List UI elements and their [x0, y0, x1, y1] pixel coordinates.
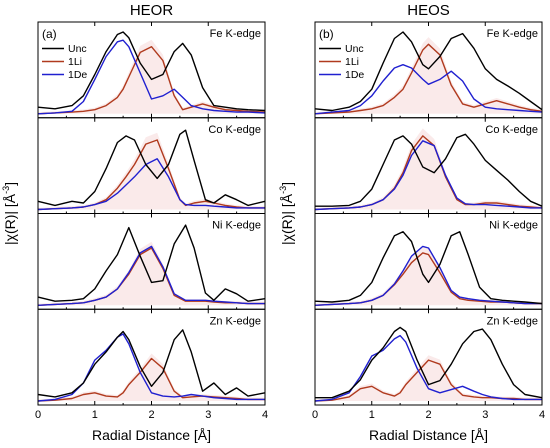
series-1de-line [37, 245, 265, 306]
y-axis-label-close: ] [279, 182, 295, 186]
legend-label: 1Li [68, 56, 82, 68]
y-axis-label: |χ(R)| [Å-3] [1, 182, 18, 245]
y-axis-label-sup: -3 [1, 186, 11, 194]
legend-label: 1De [345, 69, 364, 81]
series-1de-line [37, 333, 265, 402]
highlight-band [38, 353, 265, 401]
x-tick-label: 4 [539, 409, 545, 421]
y-axis-label-main: |χ(R)| [Å [279, 193, 295, 245]
series-unc-line [37, 329, 266, 398]
y-axis-label-main: |χ(R)| [Å [2, 193, 18, 245]
x-tick-label: 3 [205, 409, 211, 421]
series-1li-line [314, 43, 543, 115]
series-unc-line [315, 133, 543, 207]
edge-label: Zn K-edge [210, 315, 261, 327]
series-1de-line [314, 245, 542, 306]
legend-label: Unc [68, 43, 87, 55]
highlight-band [315, 37, 542, 114]
y-axis-label-close: ] [2, 182, 18, 186]
panel-label: (b) [319, 27, 334, 41]
chart-title: HEOS [407, 2, 450, 19]
series-1de-line [314, 334, 542, 402]
panel-label: (a) [42, 27, 57, 41]
highlight-band [315, 128, 542, 210]
series-unc-line [314, 231, 543, 305]
edge-label: Fe K-edge [487, 28, 538, 40]
highlight-band [315, 247, 542, 306]
legend-label: 1Li [345, 56, 359, 68]
edge-label: Ni K-edge [489, 220, 538, 232]
series-1de-line [37, 158, 265, 211]
series-unc-line [315, 326, 543, 399]
series-1de-line [314, 64, 543, 115]
highlight-band [38, 241, 265, 306]
edge-label: Co K-edge [208, 124, 261, 136]
highlight-band [315, 355, 542, 401]
highlight-band [38, 39, 265, 114]
subpanel-ni: Ni K-edge [37, 213, 266, 310]
x-tick-label: 4 [262, 409, 268, 421]
series-1de-line [314, 140, 542, 211]
subpanel-co: Co K-edge [37, 117, 266, 214]
x-tick-label: 2 [148, 409, 154, 421]
series-1li-line [37, 357, 265, 402]
x-tick-label: 1 [92, 409, 98, 421]
chart-title: HEOR [130, 2, 174, 19]
y-axis-label: |χ(R)| [Å-3] [278, 182, 295, 245]
x-axis-label: Radial Distance [Å] [369, 427, 488, 443]
series-unc-line [37, 129, 266, 207]
legend-label: Unc [345, 43, 364, 55]
series-1de-line [37, 39, 266, 115]
edge-label: Co K-edge [485, 124, 538, 136]
edge-label: Zn K-edge [487, 315, 538, 327]
x-tick-label: 3 [482, 409, 488, 421]
x-tick-label: 2 [425, 409, 431, 421]
x-tick-label: 0 [35, 409, 41, 421]
y-axis-label-sup: -3 [278, 186, 288, 194]
subpanel-zn: Zn K-edge [314, 308, 543, 406]
series-1li-line [37, 46, 266, 115]
edge-label: Fe K-edge [210, 28, 261, 40]
series-unc-line [37, 224, 266, 302]
series-unc-line [37, 31, 266, 112]
subpanel-zn: Zn K-edge [37, 308, 266, 406]
legend-label: 1De [68, 69, 87, 81]
x-tick-label: 0 [312, 409, 318, 421]
x-axis-label: Radial Distance [Å] [92, 427, 211, 443]
subpanel-ni: Ni K-edge [314, 213, 543, 310]
subpanel-co: Co K-edge [314, 117, 543, 214]
x-tick-label: 1 [369, 409, 375, 421]
series-unc-line [314, 31, 543, 112]
edge-label: Ni K-edge [212, 220, 261, 232]
